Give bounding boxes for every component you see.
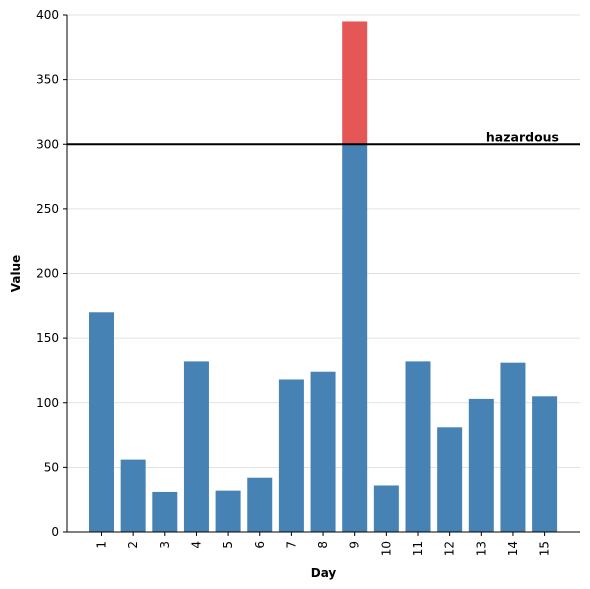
bar (278, 379, 304, 532)
y-ticks: 0 50 100 150 200 250 300 350 400 (36, 8, 67, 539)
bar (532, 396, 558, 532)
x-tick-label: 8 (316, 541, 330, 549)
x-tick-label: 6 (253, 541, 267, 549)
bar (89, 312, 114, 532)
bar (342, 144, 368, 532)
x-tick-label: 13 (474, 541, 488, 556)
bar (405, 361, 431, 532)
y-tick-label: 350 (36, 73, 59, 87)
bars (89, 21, 558, 532)
x-tick-label: 9 (348, 541, 362, 549)
bar (183, 361, 209, 532)
x-tick-label: 2 (126, 541, 140, 549)
y-tick-label: 250 (36, 202, 59, 216)
bar (152, 491, 178, 532)
y-axis-title: Value (9, 255, 23, 293)
x-tick-label: 7 (284, 541, 298, 549)
threshold-label: hazardous (486, 129, 559, 144)
x-tick-label: 10 (379, 541, 393, 556)
x-tick-label: 1 (95, 541, 109, 549)
y-tick-label: 100 (36, 396, 59, 410)
y-tick-label: 200 (36, 267, 59, 281)
bar-exceedance (342, 21, 368, 145)
x-tick-label: 4 (189, 541, 203, 549)
x-ticks: 1 2 3 4 5 6 7 8 9 10 11 12 13 14 15 (95, 532, 552, 556)
bar (373, 485, 399, 532)
x-tick-label: 3 (158, 541, 172, 549)
y-tick-label: 400 (36, 8, 59, 22)
x-axis-title: Day (311, 566, 337, 580)
y-tick-label: 150 (36, 331, 59, 345)
bar (437, 427, 463, 532)
bar (215, 490, 241, 532)
x-tick-label: 12 (443, 541, 457, 556)
x-tick-label: 5 (221, 541, 235, 549)
bar (247, 477, 273, 532)
x-tick-label: 11 (411, 541, 425, 556)
x-tick-label: 14 (506, 541, 520, 556)
bar (500, 362, 526, 532)
bar (468, 398, 494, 532)
y-tick-label: 0 (51, 525, 59, 539)
y-tick-label: 300 (36, 137, 59, 151)
y-tick-label: 50 (44, 460, 59, 474)
bar (310, 371, 336, 532)
x-tick-label: 15 (538, 541, 552, 556)
bar (120, 459, 146, 532)
